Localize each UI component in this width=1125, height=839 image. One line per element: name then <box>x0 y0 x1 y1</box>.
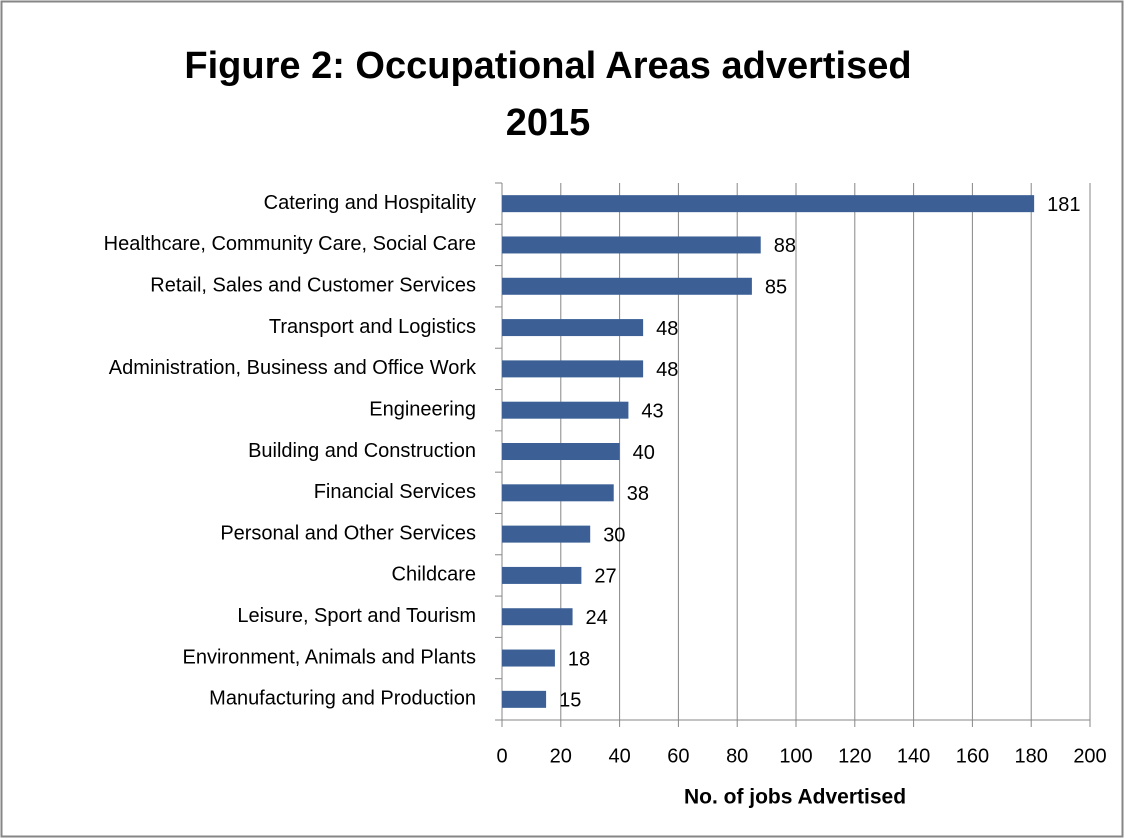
bar <box>502 443 620 460</box>
x-tick-label: 180 <box>1015 745 1048 767</box>
data-label: 48 <box>656 359 678 381</box>
bar <box>502 277 752 295</box>
y-tick-label: Environment, Animals and Plants <box>183 646 477 668</box>
data-label: 27 <box>594 566 616 588</box>
bar <box>502 525 591 543</box>
y-tick-label: Healthcare, Community Care, Social Care <box>104 233 476 255</box>
bar <box>502 236 761 254</box>
y-tick-label: Transport and Logistics <box>269 316 476 338</box>
x-tick-label: 120 <box>838 745 871 767</box>
bar <box>502 608 573 626</box>
x-tick-label: 100 <box>779 745 812 767</box>
y-tick-label: Engineering <box>369 398 476 420</box>
x-tick-label: 140 <box>897 745 930 767</box>
x-tick-label: 200 <box>1073 745 1106 767</box>
data-label: 15 <box>559 690 581 712</box>
y-tick-label: Financial Services <box>314 481 476 503</box>
x-tick-label: 80 <box>726 745 748 767</box>
data-label: 40 <box>633 442 655 464</box>
data-label: 18 <box>568 648 590 670</box>
y-tick-label: Retail, Sales and Customer Services <box>150 275 476 297</box>
y-tick-label: Childcare <box>392 564 476 586</box>
x-tick-label: 40 <box>608 745 630 767</box>
data-label: 43 <box>641 400 663 422</box>
data-label: 85 <box>765 277 787 299</box>
y-tick-label: Leisure, Sport and Tourism <box>237 605 476 627</box>
y-tick-label: Administration, Business and Office Work <box>109 357 477 379</box>
x-tick-label: 60 <box>667 745 689 767</box>
data-label: 88 <box>774 235 796 257</box>
y-tick-label: Manufacturing and Production <box>209 688 476 710</box>
y-tick-label: Building and Construction <box>248 440 476 462</box>
bar <box>502 649 555 667</box>
data-label: 24 <box>586 607 608 629</box>
y-tick-label: Catering and Hospitality <box>264 192 476 214</box>
x-tick-label: 160 <box>956 745 989 767</box>
bar <box>502 484 614 502</box>
chart-title: 2015 <box>506 102 591 144</box>
bar <box>502 690 547 708</box>
data-label: 181 <box>1047 194 1080 216</box>
bar <box>502 195 1035 213</box>
chart-title: Figure 2: Occupational Areas advertised <box>184 45 911 87</box>
data-label: 30 <box>603 524 625 546</box>
bar <box>502 360 644 378</box>
y-tick-label: Personal and Other Services <box>220 522 476 544</box>
bar <box>502 401 629 419</box>
bar <box>502 566 582 584</box>
x-tick-label: 20 <box>550 745 572 767</box>
bar <box>502 319 644 337</box>
x-tick-label: 0 <box>496 745 507 767</box>
x-axis-label: No. of jobs Advertised <box>684 786 906 809</box>
data-label: 48 <box>656 318 678 340</box>
data-label: 38 <box>627 483 649 505</box>
